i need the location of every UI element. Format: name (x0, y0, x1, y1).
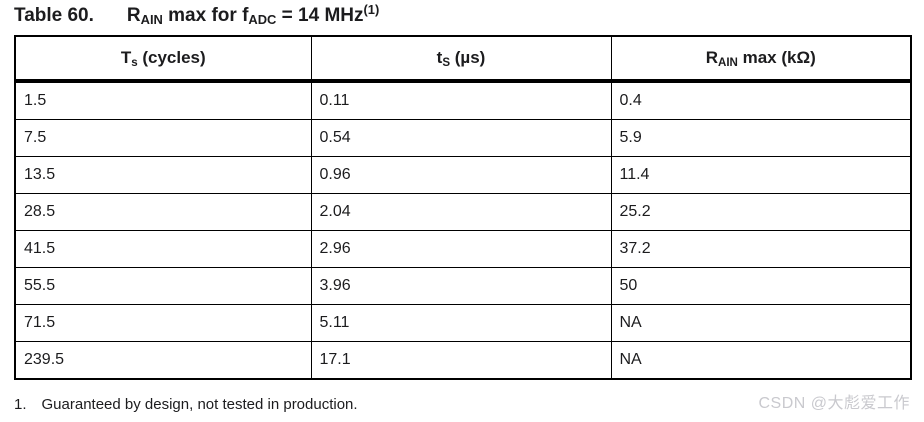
footnote-text: Guaranteed by design, not tested in prod… (41, 396, 358, 413)
table-row: 1.5 0.11 0.4 (14, 80, 912, 120)
table-number-label: Table 60. (14, 5, 94, 26)
cell-rain-max: 25.2 (610, 193, 912, 231)
cell-ts-us: 2.04 (310, 193, 612, 231)
table-title: Table 60. RAIN max for fADC = 14 MHz(1) (0, 0, 924, 27)
footer: 1. Guaranteed by design, not tested in pr… (0, 380, 924, 413)
cell-ts-cycles: 13.5 (14, 156, 312, 194)
table-row: 55.5 3.96 50 (14, 267, 912, 305)
cell-rain-max: 5.9 (610, 119, 912, 157)
cell-rain-max: 37.2 (610, 230, 912, 268)
table-row: 71.5 5.11 NA (14, 304, 912, 342)
table-row: 13.5 0.96 11.4 (14, 156, 912, 194)
cell-rain-max: 50 (610, 267, 912, 305)
header-text: max (kΩ) (737, 48, 816, 67)
header-subscript: S (442, 57, 451, 69)
cell-ts-us: 3.96 (310, 267, 612, 305)
cell-ts-us: 17.1 (310, 341, 612, 380)
cell-ts-us: 2.96 (310, 230, 612, 268)
header-text: T (120, 48, 132, 67)
table-row: 41.5 2.96 37.2 (14, 230, 912, 268)
caption-text-end: = 14 MHz (276, 5, 364, 26)
header-text: R (705, 48, 718, 67)
footnote: 1. Guaranteed by design, not tested in pr… (14, 396, 358, 413)
table-row: 239.5 17.1 NA (14, 341, 912, 380)
cell-ts-cycles: 55.5 (14, 267, 312, 305)
cell-ts-cycles: 71.5 (14, 304, 312, 342)
column-header-rain-max: RAIN max (kΩ) (610, 35, 912, 83)
caption-text: max for f (162, 5, 249, 26)
table-row: 28.5 2.04 25.2 (14, 193, 912, 231)
cell-ts-us: 0.96 (310, 156, 612, 194)
caption-footnote-ref: (1) (363, 2, 380, 17)
caption-subscript-adc: ADC (248, 12, 277, 27)
cell-rain-max: 0.4 (610, 80, 912, 120)
footnote-number: 1. (14, 396, 27, 413)
cell-ts-us: 0.54 (310, 119, 612, 157)
table-row: 7.5 0.54 5.9 (14, 119, 912, 157)
header-text: (µs) (450, 48, 486, 67)
cell-ts-us: 5.11 (310, 304, 612, 342)
cell-ts-cycles: 28.5 (14, 193, 312, 231)
rain-max-table: Ts (cycles) tS (µs) RAIN max (kΩ) 1.5 0.… (14, 35, 912, 380)
cell-ts-cycles: 1.5 (14, 80, 312, 120)
cell-rain-max: NA (610, 304, 912, 342)
cell-ts-cycles: 41.5 (14, 230, 312, 268)
cell-rain-max: NA (610, 341, 912, 380)
header-subscript: AIN (718, 57, 738, 69)
table-header-row: Ts (cycles) tS (µs) RAIN max (kΩ) (14, 35, 912, 83)
column-header-ts-cycles: Ts (cycles) (14, 35, 312, 83)
header-subscript: s (131, 57, 138, 69)
cell-ts-cycles: 239.5 (14, 341, 312, 380)
cell-ts-cycles: 7.5 (14, 119, 312, 157)
cell-rain-max: 11.4 (610, 156, 912, 194)
header-text: (cycles) (137, 48, 206, 67)
table-caption: RAIN max for fADC = 14 MHz(1) (126, 2, 380, 27)
document-page: Table 60. RAIN max for fADC = 14 MHz(1) T… (0, 0, 924, 413)
column-header-ts-us: tS (µs) (310, 35, 612, 83)
caption-symbol: R (126, 5, 141, 26)
csdn-watermark: CSDN @大彪爱工作 (758, 395, 910, 412)
cell-ts-us: 0.11 (310, 80, 612, 120)
caption-subscript-ain: AIN (140, 12, 163, 27)
header-text: t (436, 48, 443, 67)
